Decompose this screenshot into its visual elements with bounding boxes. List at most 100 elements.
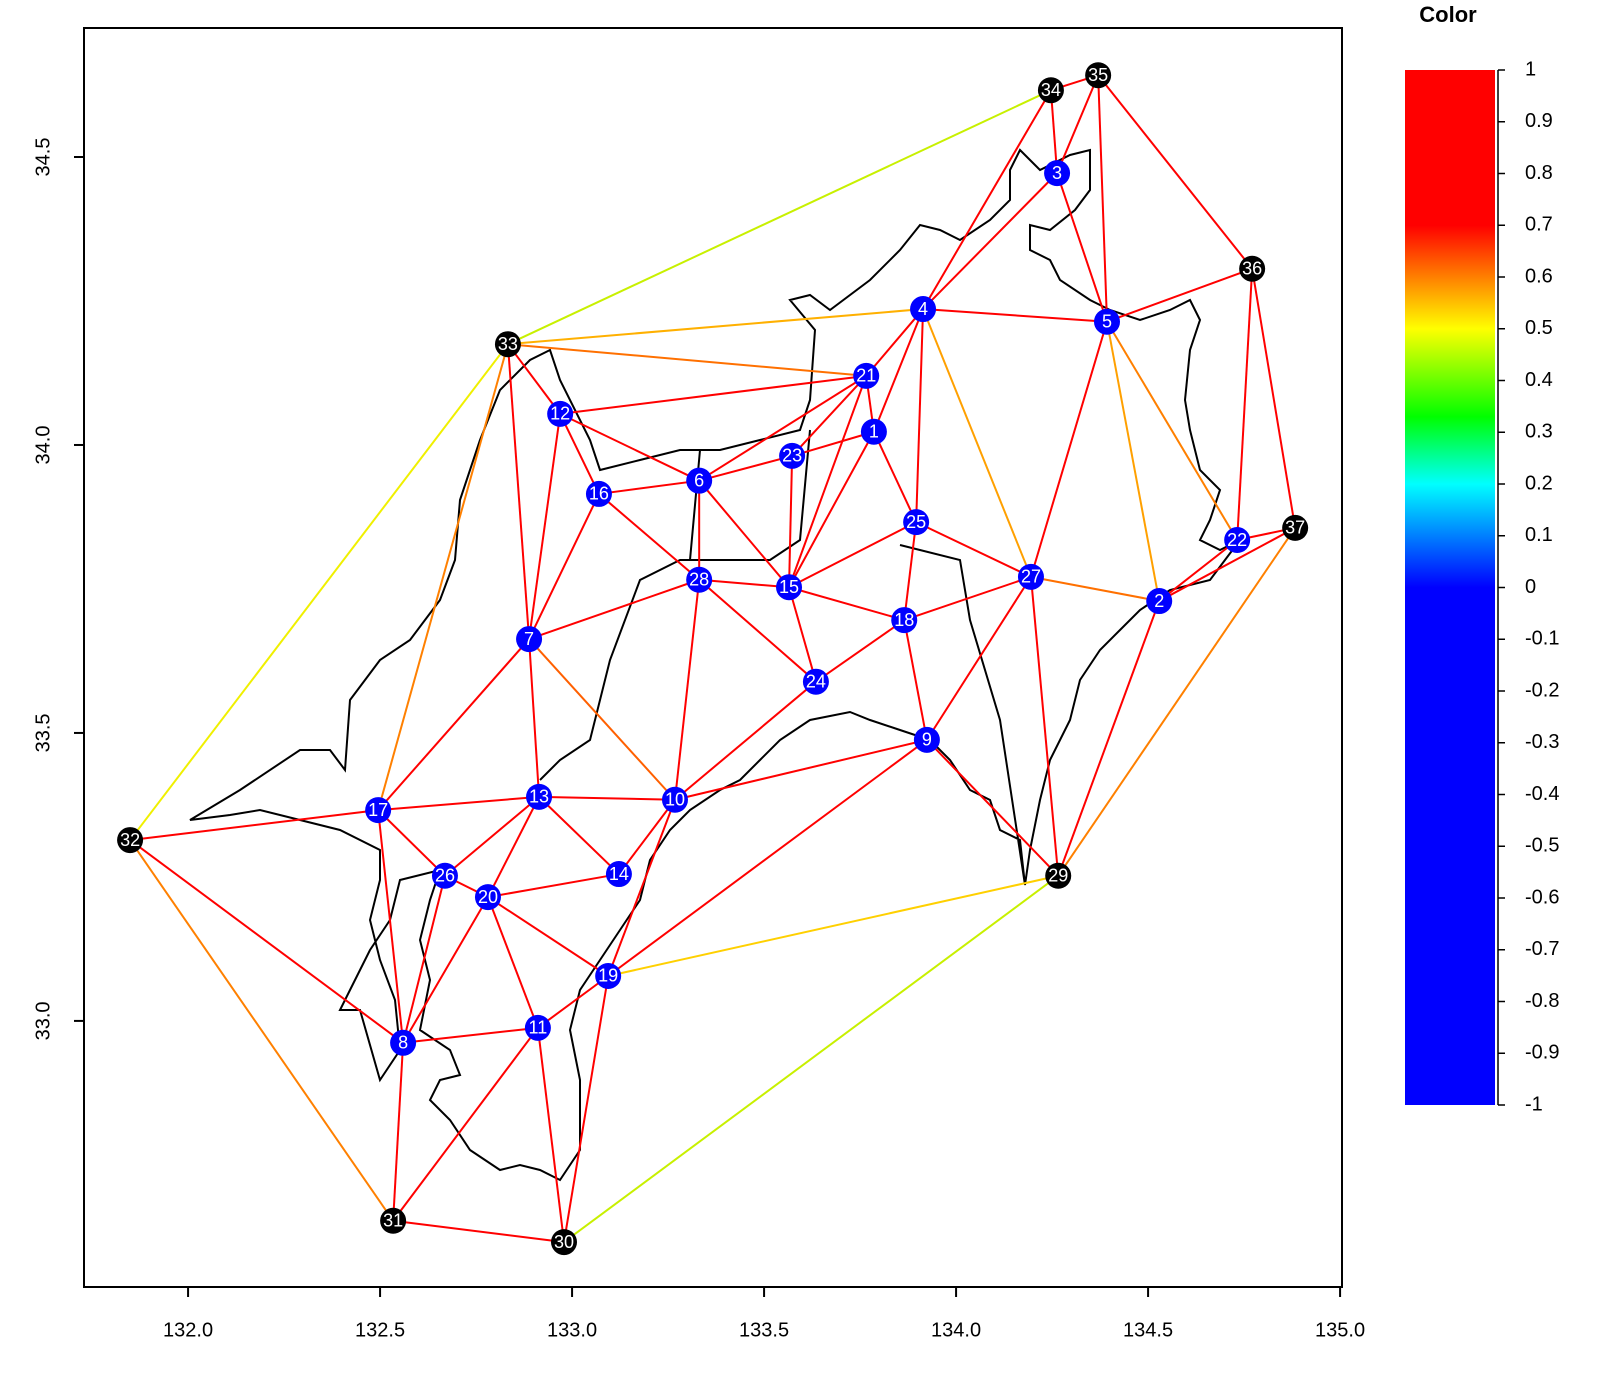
edge (1158, 527, 1296, 602)
node (1085, 62, 1112, 89)
edge (922, 308, 1032, 578)
colorbar-tick-label: 0.5 (1525, 317, 1553, 339)
edge (560, 374, 867, 415)
node-label: 18 (894, 610, 914, 630)
node (380, 1207, 407, 1234)
edge (537, 975, 609, 1029)
map-outline (189, 148, 1241, 1182)
edge (926, 739, 1059, 877)
node (365, 797, 392, 824)
edge (528, 638, 676, 801)
node (686, 566, 713, 593)
node-label: 3 (1052, 163, 1062, 183)
node-label: 33 (498, 334, 518, 354)
node-label: 23 (782, 446, 802, 466)
x-tick-label: 134.0 (931, 1319, 981, 1341)
node-label: 9 (922, 730, 932, 750)
edge (538, 796, 620, 875)
node (524, 1014, 551, 1041)
node (551, 1229, 578, 1256)
edge (607, 739, 928, 977)
edge (1251, 268, 1297, 529)
colorbar-tick-label: -0.4 (1525, 783, 1559, 805)
colorbar-tick-label: 0.3 (1525, 421, 1553, 443)
y-tick-label: 33.0 (32, 1001, 54, 1040)
edge (378, 795, 540, 812)
node (547, 400, 574, 427)
edge (1056, 74, 1100, 174)
node (117, 827, 144, 854)
edge (698, 454, 793, 482)
colorbar-tick-label: 0.6 (1525, 265, 1553, 287)
node (903, 509, 930, 536)
edge (393, 1219, 565, 1244)
edge (1106, 321, 1161, 602)
edge (487, 796, 540, 898)
node (1224, 527, 1251, 554)
edge (1029, 576, 1060, 876)
node (1045, 862, 1072, 889)
node-label: 31 (383, 1211, 403, 1231)
node-label: 28 (689, 569, 709, 589)
edge (444, 796, 540, 877)
x-tick-label: 132.5 (355, 1319, 405, 1341)
node-label: 13 (529, 787, 549, 807)
node (474, 884, 501, 911)
edge (377, 809, 446, 877)
edge (129, 839, 404, 1044)
colorbar-tick-label: 0 (1525, 576, 1536, 598)
x-tick-label: 132.0 (163, 1319, 213, 1341)
edge (872, 431, 918, 523)
node-label: 2 (1154, 591, 1164, 611)
node-label: 25 (906, 512, 926, 532)
edge (698, 578, 817, 683)
edge (539, 795, 676, 801)
node-label: 20 (478, 887, 498, 907)
edge (402, 1026, 539, 1044)
node (1239, 255, 1266, 282)
edge (507, 343, 867, 377)
node-label: 12 (550, 404, 570, 424)
x-tick-label: 135.0 (1315, 1319, 1365, 1341)
edge (507, 308, 924, 346)
node-label: 15 (779, 577, 799, 597)
edge (402, 896, 489, 1044)
edge (1106, 321, 1239, 541)
edge (528, 493, 600, 640)
node (853, 362, 880, 389)
edge (563, 975, 610, 1243)
node (494, 331, 521, 358)
node (390, 1029, 417, 1056)
x-tick-label: 134.5 (1123, 1319, 1173, 1341)
edge (507, 343, 561, 415)
edge (1236, 268, 1254, 541)
node-label: 5 (1102, 311, 1112, 331)
edge (788, 586, 817, 682)
node-label: 4 (918, 299, 928, 319)
edge (129, 343, 509, 841)
colorbar-tick-label: 0.9 (1525, 110, 1553, 132)
x-tick-label: 133.5 (739, 1319, 789, 1341)
node-label: 35 (1088, 65, 1108, 85)
edge (903, 522, 918, 621)
node-label: 17 (368, 800, 388, 820)
plot-frame (83, 27, 1343, 1288)
edge (559, 412, 700, 482)
edge (487, 873, 620, 899)
node (595, 962, 622, 989)
node (1146, 588, 1173, 615)
edge (698, 375, 867, 482)
y-tick-label: 34.0 (32, 426, 54, 465)
node (1017, 563, 1044, 590)
edge (392, 1027, 539, 1222)
edge (487, 896, 539, 1029)
edge (598, 479, 700, 495)
edge (791, 375, 867, 457)
node-label: 36 (1242, 258, 1262, 278)
edge (1049, 90, 1059, 174)
node-label: 24 (806, 671, 826, 691)
edge (1057, 527, 1296, 877)
edge (674, 680, 817, 801)
colorbar-tick-label: 0.7 (1525, 214, 1553, 236)
